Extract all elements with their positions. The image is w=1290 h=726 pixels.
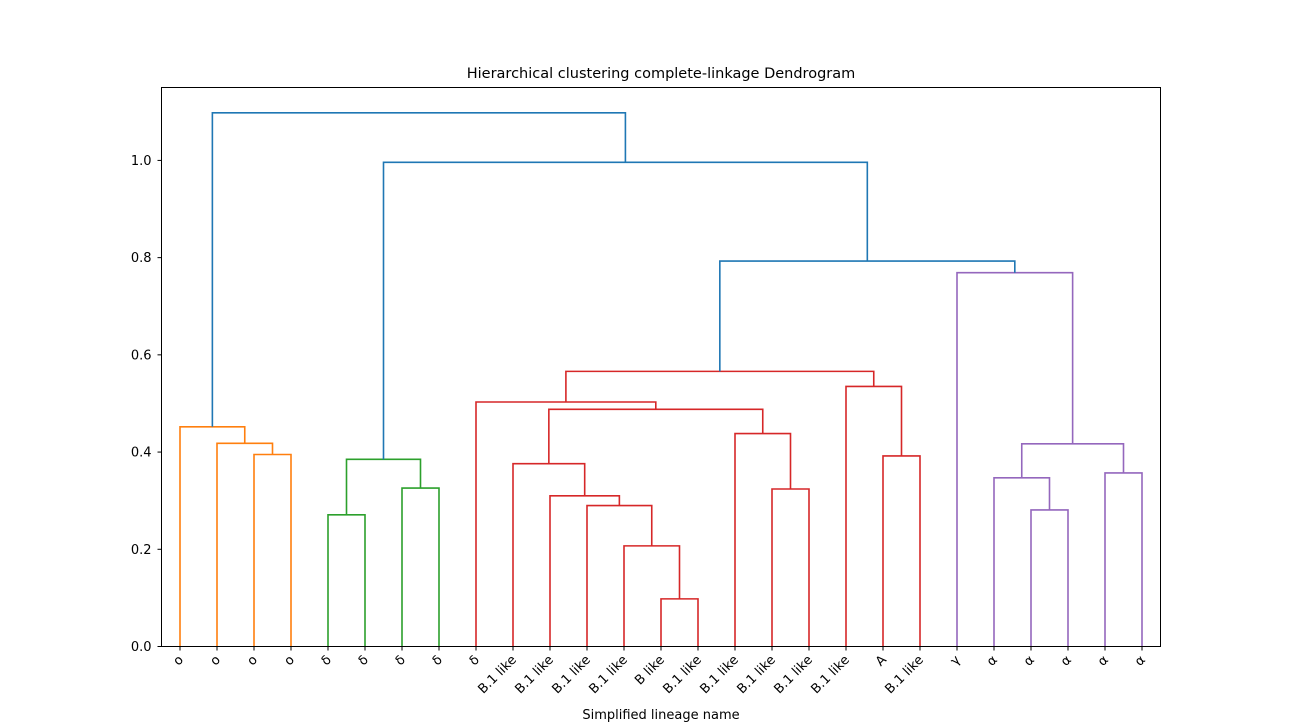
dendrogram-link-12: [772, 489, 809, 646]
leaf-label: δ: [356, 653, 372, 669]
dendrogram-link-2: [217, 443, 273, 646]
x-axis-label: Simplified lineage name: [582, 708, 739, 723]
dendrogram-links: [180, 113, 1142, 647]
leaf-label: B.1 like: [512, 653, 556, 697]
leaf-label: B.1 like: [475, 653, 519, 697]
dendrogram-link-14: [549, 409, 763, 463]
y-tick-label: 1.0: [131, 154, 152, 169]
dendrogram-link-10: [550, 496, 619, 647]
dendrogram-link-23: [957, 273, 1073, 647]
dendrogram-link-8: [624, 546, 680, 647]
leaf-label: B.1 like: [771, 653, 815, 697]
dendrogram-link-13: [735, 434, 791, 647]
dendrogram-link-9: [587, 506, 652, 647]
plot-frame: [162, 88, 1161, 647]
leaf-label: B.1 like: [882, 653, 926, 697]
leaf-label: A: [873, 653, 890, 670]
dendrogram-link-3: [180, 427, 245, 647]
chart-title: Hierarchical clustering complete-linkage…: [467, 66, 856, 82]
leaf-label: B like: [632, 653, 668, 689]
leaf-label: B.1 like: [660, 653, 704, 697]
leaf-label: ο: [171, 653, 187, 669]
leaf-label: γ: [948, 653, 964, 669]
dendrogram-link-5: [402, 488, 439, 646]
leaf-label: ο: [245, 653, 261, 669]
leaf-label: α: [1132, 653, 1149, 670]
dendrogram-link-20: [994, 478, 1050, 647]
dendrogram-link-6: [347, 459, 421, 514]
y-tick-label: 0.2: [131, 543, 152, 558]
dendrogram-link-16: [883, 456, 920, 647]
dendrogram-link-17: [846, 386, 902, 646]
leaf-label: B.1 like: [549, 653, 593, 697]
y-tick-label: 0.8: [131, 251, 152, 266]
leaf-label: α: [1021, 653, 1038, 670]
leaf-label: B.1 like: [586, 653, 630, 697]
leaf-label: δ: [467, 653, 483, 669]
leaf-label: B.1 like: [734, 653, 778, 697]
dendrogram-link-26: [212, 113, 625, 427]
y-axis: 0.0 0.2 0.4 0.6 0.8 1.0: [131, 154, 162, 655]
y-tick-label: 0.0: [131, 640, 152, 655]
leaf-label: δ: [430, 653, 446, 669]
dendrogram-link-24: [720, 261, 1015, 371]
leaf-label: ο: [282, 653, 298, 669]
dendrogram-link-15: [476, 402, 656, 647]
leaf-label: B.1 like: [808, 653, 852, 697]
leaf-label: δ: [319, 653, 335, 669]
leaf-label: ο: [208, 653, 224, 669]
dendrogram-link-1: [254, 454, 291, 646]
dendrogram-link-19: [1031, 510, 1068, 647]
dendrogram-link-7: [661, 599, 698, 647]
leaf-label: δ: [393, 653, 409, 669]
dendrogram-link-4: [328, 515, 365, 647]
leaf-label: α: [1058, 653, 1075, 670]
y-tick-label: 0.6: [131, 348, 152, 363]
y-tick-label: 0.4: [131, 446, 152, 461]
dendrogram-link-25: [384, 162, 868, 459]
leaf-label: α: [984, 653, 1001, 670]
dendrogram-link-11: [513, 464, 585, 647]
dendrogram-link-21: [1105, 473, 1142, 647]
dendrogram-link-18: [566, 371, 874, 402]
leaf-label: B.1 like: [697, 653, 741, 697]
leaf-label: α: [1095, 653, 1112, 670]
